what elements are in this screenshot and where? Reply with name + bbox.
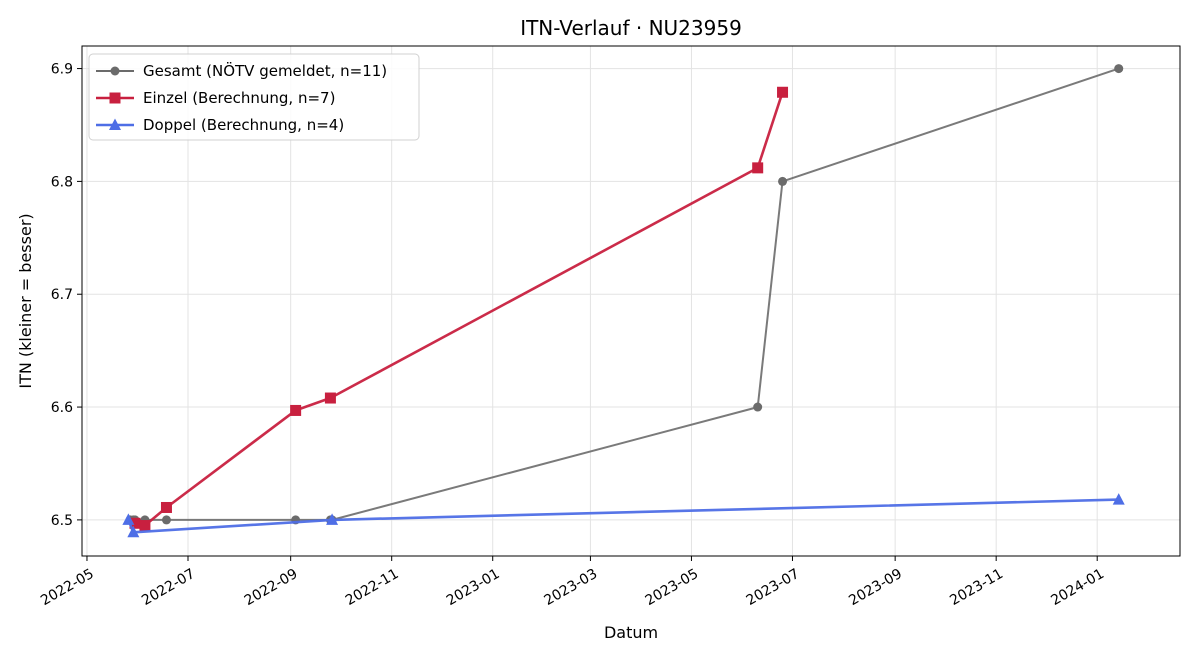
series-doppel <box>122 493 1125 538</box>
x-tick-label: 2024-01 <box>1048 566 1107 609</box>
data-point <box>324 392 336 404</box>
legend-item: Doppel (Berechnung, n=4) <box>96 116 344 134</box>
x-tick-label: 2023-03 <box>542 566 601 609</box>
y-tick-label: 6.9 <box>51 62 73 78</box>
legend-item: Einzel (Berechnung, n=7) <box>96 89 335 107</box>
y-axis: 6.5 6.6 6.7 6.8 6.9 <box>51 62 82 529</box>
x-tick-label: 2022-07 <box>139 566 198 609</box>
y-tick-label: 6.7 <box>51 287 73 303</box>
legend-label: Gesamt (NÖTV gemeldet, n=11) <box>143 61 387 80</box>
legend-box <box>88 53 420 141</box>
x-tick-label: 2023-05 <box>643 566 702 609</box>
data-point <box>778 176 788 186</box>
data-point <box>752 162 764 174</box>
x-axis: 2022-05 2022-07 2022-09 2022-11 2023-01 2023-… <box>38 556 1107 609</box>
data-point <box>122 513 135 525</box>
y-tick-label: 6.5 <box>51 513 73 529</box>
x-tick-label: 2022-05 <box>38 566 97 609</box>
x-tick-label: 2023-11 <box>947 566 1006 609</box>
data-point <box>777 86 789 98</box>
series-einzel <box>129 86 789 532</box>
legend-label: Doppel (Berechnung, n=4) <box>143 116 344 134</box>
y-tick-label: 6.6 <box>51 400 73 416</box>
data-point <box>129 517 141 529</box>
series-group <box>122 64 1125 538</box>
legend-label: Einzel (Berechnung, n=7) <box>143 89 335 107</box>
data-point <box>290 404 302 416</box>
data-point <box>161 515 171 525</box>
x-tick-label: 2022-11 <box>343 566 402 609</box>
x-tick-label: 2023-07 <box>744 566 803 609</box>
legend-marker <box>110 66 120 76</box>
plot-frame <box>81 45 1181 557</box>
x-tick-label: 2023-09 <box>846 566 905 609</box>
data-point <box>753 402 763 412</box>
data-point <box>160 501 172 513</box>
data-point <box>1114 64 1124 74</box>
data-point <box>127 525 140 538</box>
chart-title: ITN-Verlauf · NU23959 <box>520 16 742 40</box>
x-axis-label: Datum <box>604 623 658 642</box>
x-tick-label: 2022-09 <box>242 566 301 609</box>
legend-marker <box>109 118 121 130</box>
data-point <box>139 520 151 532</box>
x-tick-label: 2023-01 <box>444 566 503 609</box>
legend-marker <box>109 92 121 104</box>
series-line <box>127 498 1119 534</box>
data-point <box>326 513 339 525</box>
y-tick-label: 6.8 <box>51 174 73 190</box>
data-point <box>1112 493 1125 505</box>
legend: Gesamt (NÖTV gemeldet, n=11) Einzel (Bere… <box>88 53 420 141</box>
series-line <box>134 91 784 527</box>
y-axis-label: ITN (kleiner = besser) <box>16 213 35 388</box>
legend-item: Gesamt (NÖTV gemeldet, n=11) <box>96 61 387 80</box>
